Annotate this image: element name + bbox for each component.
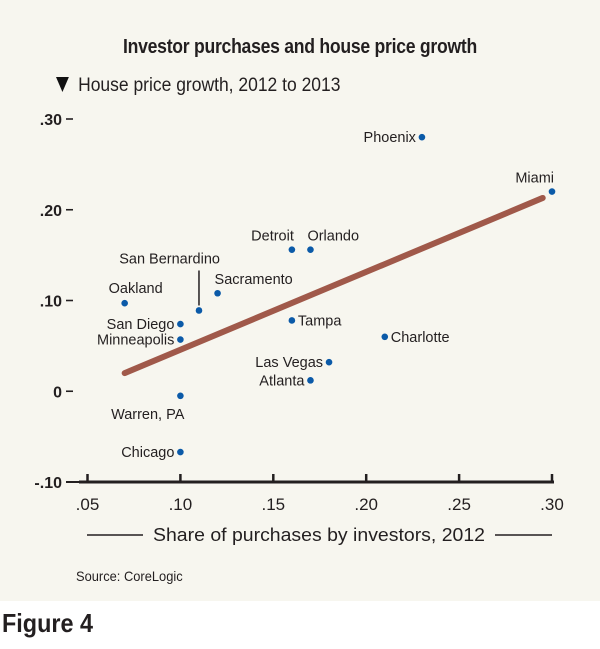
down-triangle-icon	[56, 77, 69, 92]
point-marker	[381, 333, 389, 341]
data-point-chicago: Chicago	[121, 445, 184, 461]
data-point-oakland: Oakland	[109, 281, 163, 307]
point-label: Warren, PA	[111, 407, 185, 423]
trend-line-group	[121, 194, 546, 377]
points-group: Phoenix Miami Detroit Orlando San Bernardino…	[97, 130, 556, 461]
point-marker	[177, 448, 184, 456]
point-label: Minneapolis	[97, 333, 174, 349]
point-label: Orlando	[307, 229, 359, 245]
data-point-phoenix: Phoenix	[364, 130, 426, 146]
x-tick-label: .05	[76, 495, 100, 514]
point-label: Sacramento	[215, 272, 293, 288]
point-marker	[307, 377, 314, 384]
point-label: San Diego	[107, 317, 175, 333]
point-marker	[177, 336, 184, 343]
figure-label: Figure 4	[2, 608, 94, 638]
point-marker	[288, 317, 296, 324]
point-label: Charlotte	[391, 330, 450, 346]
y-tick-label: 0	[53, 384, 62, 401]
point-marker	[307, 246, 314, 253]
point-label: Detroit	[251, 229, 294, 245]
point-label: Atlanta	[259, 373, 305, 389]
data-point-orlando: Orlando	[307, 229, 359, 253]
data-point-san-bernardino: San Bernardino	[119, 251, 220, 314]
data-point-minneapolis: Minneapolis	[97, 333, 184, 349]
point-marker	[214, 289, 221, 297]
data-point-las-vegas: Las Vegas	[255, 355, 333, 371]
y-tick-label: .10	[40, 294, 62, 311]
y-axis-label-text: House price growth, 2012 to 2013	[78, 75, 341, 96]
point-marker	[548, 188, 556, 195]
data-point-warren-pa: Warren, PA	[111, 392, 185, 423]
point-marker	[325, 358, 333, 366]
point-label: Tampa	[298, 313, 342, 329]
point-marker	[177, 392, 184, 400]
point-marker	[288, 246, 296, 253]
source-note: Source: CoreLogic	[76, 568, 183, 584]
point-marker	[121, 299, 128, 307]
x-tick-label: .30	[540, 495, 564, 514]
data-point-atlanta: Atlanta	[259, 373, 314, 389]
point-label: San Bernardino	[119, 251, 220, 267]
trend-line	[121, 194, 546, 377]
y-axis-label: House price growth, 2012 to 2013	[56, 75, 340, 97]
point-marker	[418, 133, 426, 141]
point-label: Oakland	[109, 281, 163, 297]
data-point-sacramento: Sacramento	[214, 272, 293, 297]
point-marker	[195, 307, 203, 314]
y-tick-label: -.10	[34, 475, 62, 492]
data-point-san-diego: San Diego	[107, 317, 184, 333]
x-tick-label: .10	[169, 495, 193, 514]
x-axis-label: Share of purchases by investors, 2012	[153, 525, 485, 545]
y-tick-label: .20	[40, 203, 62, 220]
point-label: Chicago	[121, 445, 174, 461]
data-point-detroit: Detroit	[251, 229, 296, 253]
point-label: Las Vegas	[255, 355, 323, 371]
data-point-miami: Miami	[515, 171, 556, 195]
chart-title: Investor purchases and house price growt…	[123, 36, 477, 58]
y-tick-label: .30	[40, 112, 62, 129]
data-point-tampa: Tampa	[288, 313, 342, 329]
x-tick-label: .25	[447, 495, 471, 514]
point-label: Phoenix	[364, 130, 417, 146]
x-tick-label: .20	[354, 495, 378, 514]
scatter-plot: .05 .10 .15 .20 .25 .30 .30 .20 .10 0 -.10 Share of…	[34, 112, 563, 545]
point-label: Miami	[515, 171, 554, 187]
point-marker	[177, 320, 184, 328]
x-tick-label: .15	[261, 495, 285, 514]
data-point-charlotte: Charlotte	[381, 330, 450, 346]
axes: .05 .10 .15 .20 .25 .30 .30 .20 .10 0 -.10 Share of…	[34, 112, 563, 545]
